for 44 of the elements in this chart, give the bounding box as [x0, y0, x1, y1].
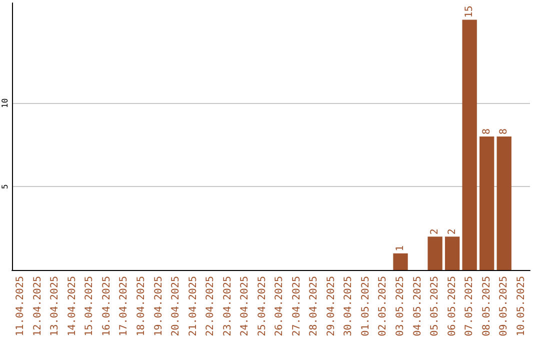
x-tick-label: 28.04.2025 — [308, 276, 320, 336]
x-tick-label: 27.04.2025 — [291, 276, 302, 336]
x-tick-label: 26.04.2025 — [274, 276, 286, 336]
x-tick-label: 22.04.2025 — [205, 276, 216, 336]
y-tick-label: 5 — [0, 184, 10, 189]
x-tick-label: 29.04.2025 — [326, 276, 337, 336]
x-tick-label: 18.04.2025 — [136, 276, 147, 336]
x-tick-label: 10.05.2025 — [516, 276, 527, 336]
x-tick-label: 24.04.2025 — [240, 276, 251, 336]
x-tick-label: 02.05.2025 — [378, 276, 389, 336]
x-tick-label: 12.04.2025 — [32, 276, 44, 336]
y-tick-label: 10 — [0, 98, 10, 108]
x-tick-label: 17.04.2025 — [118, 276, 130, 336]
x-tick-label: 03.05.2025 — [395, 276, 406, 336]
data-label: 2 — [446, 228, 458, 235]
bar — [462, 20, 477, 270]
x-tick-label: 01.05.2025 — [360, 276, 372, 336]
data-label: 1 — [395, 245, 406, 252]
x-tick-label: 20.04.2025 — [170, 276, 182, 336]
x-tick-label: 11.04.2025 — [15, 276, 26, 336]
bar — [428, 236, 442, 270]
bar — [444, 236, 460, 270]
x-tick-label: 08.05.2025 — [481, 276, 492, 336]
data-label: 8 — [481, 128, 492, 134]
x-tick-label: 07.05.2025 — [464, 276, 476, 336]
data-label: 15 — [464, 6, 476, 18]
x-tick-label: 04.05.2025 — [412, 276, 424, 336]
x-tick-label: 05.05.2025 — [430, 276, 441, 336]
x-tick-label: 13.04.2025 — [50, 276, 61, 336]
x-tick-label: 19.04.2025 — [153, 276, 164, 336]
x-tick-label: 21.04.2025 — [188, 276, 199, 336]
x-tick-label: 06.05.2025 — [446, 276, 458, 336]
x-tick-label: 15.04.2025 — [84, 276, 96, 336]
x-tick-label: 14.04.2025 — [66, 276, 78, 336]
x-tick-label: 23.04.2025 — [222, 276, 234, 336]
bar — [479, 136, 494, 270]
x-tick-label: 09.05.2025 — [498, 276, 510, 336]
data-label: 2 — [430, 228, 441, 235]
x-tick-label: 16.04.2025 — [101, 276, 112, 336]
data-label: 8 — [498, 128, 510, 134]
x-tick-label: 30.04.2025 — [343, 276, 354, 336]
bar — [393, 253, 408, 270]
x-tick-label: 25.04.2025 — [256, 276, 268, 336]
bar — [496, 136, 512, 270]
